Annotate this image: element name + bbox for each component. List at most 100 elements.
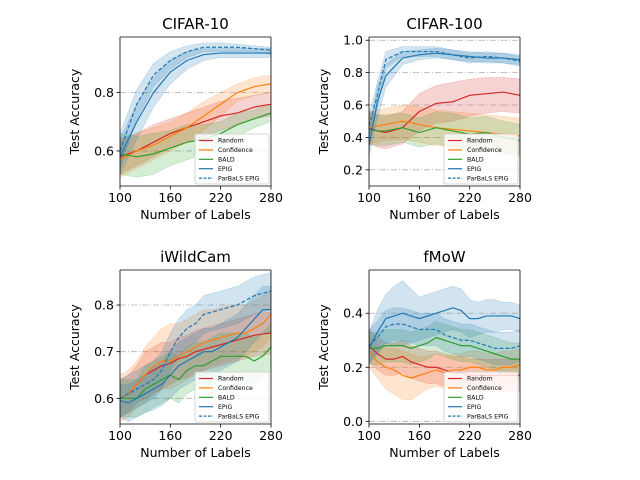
x-tick-label: 160 — [158, 428, 182, 443]
x-tick-label: 100 — [108, 428, 132, 443]
legend-label-bald: BALD — [218, 157, 235, 164]
panel-cifar-10: 100 160 220 280 0.6 0.8 CIFAR-10 Number of Labe… — [67, 15, 283, 222]
x-tick-label: 280 — [508, 190, 532, 205]
line-epig — [369, 52, 520, 146]
y-tick-label: 0.2 — [343, 360, 363, 375]
y-tick-label: 0.4 — [343, 130, 363, 145]
legend-label-bald: BALD — [467, 157, 484, 164]
line-parbals-epig — [120, 290, 271, 399]
x-tick-label: 280 — [508, 428, 532, 443]
band-parbals-epig — [369, 307, 520, 365]
line-epig — [369, 307, 520, 349]
panel-iwildcam: 100 160 220 280 0.6 0.7 0.8 iWildCam Number of L… — [67, 248, 283, 460]
band-bald — [369, 321, 520, 376]
x-tick-label: 280 — [259, 428, 283, 443]
x-axis-label: Number of Labels — [140, 207, 250, 222]
y-axis-label: Test Accuracy — [67, 304, 82, 391]
x-axis-label: Number of Labels — [140, 445, 250, 460]
line-random — [369, 91, 520, 134]
legend-label-epig: EPIG — [218, 404, 232, 411]
line-parbals-epig — [369, 323, 520, 349]
legend-box — [194, 133, 270, 185]
x-axis-label: Number of Labels — [389, 207, 499, 222]
x-tick-label: 160 — [158, 190, 182, 205]
legend-label-confidence: Confidence — [467, 385, 502, 392]
y-tick-label: 0.0 — [343, 414, 363, 429]
line-random — [120, 103, 271, 158]
chart-title: fMoW — [423, 248, 465, 266]
y-tick-label: 0.7 — [94, 344, 114, 359]
line-confidence — [120, 313, 271, 399]
legend-box — [194, 371, 270, 423]
y-tick-label: 0.4 — [343, 306, 363, 321]
legend-label-random: Random — [467, 138, 493, 145]
band-epig — [369, 48, 520, 157]
y-tick-label: 1.0 — [343, 33, 363, 48]
chart-title: CIFAR-10 — [162, 15, 229, 33]
legend-label-random: Random — [218, 138, 244, 145]
band-epig — [369, 280, 520, 366]
x-tick-label: 220 — [458, 428, 482, 443]
line-bald — [369, 336, 520, 360]
legend-box — [443, 371, 519, 423]
legend-label-random: Random — [218, 376, 244, 383]
x-tick-label: 280 — [259, 190, 283, 205]
x-tick-label: 220 — [209, 190, 233, 205]
band-epig — [120, 286, 271, 423]
legend-label-random: Random — [467, 376, 493, 383]
band-parbals-epig — [369, 46, 520, 138]
legend-label-confidence: Confidence — [218, 147, 253, 154]
legend-label-parbals-epig: ParBaLS EPIG — [218, 413, 260, 420]
y-tick-label: 0.8 — [343, 65, 363, 80]
band-random — [120, 311, 271, 418]
legend-label-parbals-epig: ParBaLS EPIG — [218, 175, 260, 182]
legend: Random Confidence BALD EPIG ParBaLS EPIG — [443, 371, 519, 423]
legend-label-epig: EPIG — [467, 166, 481, 173]
x-tick-label: 220 — [458, 190, 482, 205]
line-confidence — [120, 83, 271, 161]
legend-box — [443, 133, 519, 185]
x-tick-label: 100 — [108, 190, 132, 205]
line-parbals-epig — [120, 46, 271, 152]
y-tick-label: 0.2 — [343, 162, 363, 177]
legend: Random Confidence BALD EPIG ParBaLS EPIG — [194, 133, 270, 185]
legend: Random Confidence BALD EPIG ParBaLS EPIG — [443, 133, 519, 185]
band-bald — [120, 323, 271, 418]
x-axis-label: Number of Labels — [389, 445, 499, 460]
band-confidence — [120, 74, 271, 178]
y-axis-label: Test Accuracy — [316, 68, 331, 155]
legend: Random Confidence BALD EPIG ParBaLS EPIG — [194, 371, 270, 423]
panel-fmow: 100 160 220 280 0.0 0.2 0.4 fMoW Number of Label… — [316, 248, 532, 460]
chart-title: CIFAR-100 — [406, 15, 482, 33]
chart-title: iWildCam — [160, 248, 231, 266]
legend-label-epig: EPIG — [467, 404, 481, 411]
y-tick-label: 0.8 — [94, 85, 114, 100]
y-tick-label: 0.8 — [94, 298, 114, 313]
panel-cifar-100: 100 160 220 280 0.2 0.4 0.6 0.8 1.0 CIFAR-100 Numb… — [316, 15, 532, 222]
band-parbals-epig — [120, 42, 271, 169]
band-random — [120, 92, 271, 175]
legend-label-bald: BALD — [467, 395, 484, 402]
line-epig — [120, 309, 271, 404]
legend-label-parbals-epig: ParBaLS EPIG — [467, 175, 509, 182]
y-axis-label: Test Accuracy — [316, 304, 331, 391]
legend-label-confidence: Confidence — [467, 147, 502, 154]
legend-label-confidence: Confidence — [218, 385, 253, 392]
x-tick-label: 160 — [407, 190, 431, 205]
band-parbals-epig — [120, 272, 271, 418]
line-epig — [120, 52, 271, 158]
x-tick-label: 100 — [357, 190, 381, 205]
y-tick-label: 0.6 — [94, 143, 114, 158]
x-tick-label: 220 — [209, 428, 233, 443]
x-tick-label: 160 — [407, 428, 431, 443]
x-tick-label: 100 — [357, 428, 381, 443]
legend-label-parbals-epig: ParBaLS EPIG — [467, 413, 509, 420]
legend-label-epig: EPIG — [218, 166, 232, 173]
y-tick-label: 0.6 — [94, 391, 114, 406]
plot-area — [120, 272, 271, 423]
y-tick-label: 0.6 — [343, 98, 363, 113]
legend-label-bald: BALD — [218, 395, 235, 402]
y-axis-label: Test Accuracy — [67, 68, 82, 155]
